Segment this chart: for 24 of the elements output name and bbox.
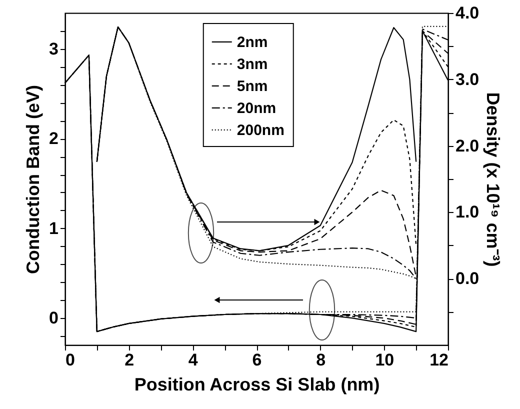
y2-tick-label: 0.0 xyxy=(456,269,480,288)
y-tick-label: 1 xyxy=(49,218,58,238)
y2-tick-label: 3.0 xyxy=(456,70,480,89)
x-tick-label: 2 xyxy=(124,350,134,370)
y-axis-title: Conduction Band (eV) xyxy=(23,85,44,274)
legend-label: 20nm xyxy=(236,100,276,117)
legend-label: 2nm xyxy=(236,34,268,51)
x-tick-label: 10 xyxy=(375,350,394,370)
legend-label: 200nm xyxy=(236,122,284,139)
y2-tick-label: 4.0 xyxy=(456,4,480,22)
y2-tick-label: 1.0 xyxy=(456,202,480,222)
legend-label: 3nm xyxy=(236,56,268,73)
x-tick-label: 0 xyxy=(66,350,75,370)
y-tick-label: 0 xyxy=(49,308,58,328)
y2-axis-title: Density (x 10¹⁹ cm⁻³) xyxy=(483,92,504,267)
x-tick-label: 6 xyxy=(252,350,262,370)
legend-label: 5nm xyxy=(236,78,268,95)
x-tick-label: 12 xyxy=(430,350,448,370)
y-tick-label: 3 xyxy=(49,39,58,58)
y-tick-label: 2 xyxy=(49,129,58,148)
x-tick-label: 8 xyxy=(316,350,326,370)
x-axis-title: Position Across Si Slab (nm) xyxy=(134,374,380,394)
x-tick-label: 4 xyxy=(188,350,198,370)
y2-tick-label: 2.0 xyxy=(456,136,480,156)
